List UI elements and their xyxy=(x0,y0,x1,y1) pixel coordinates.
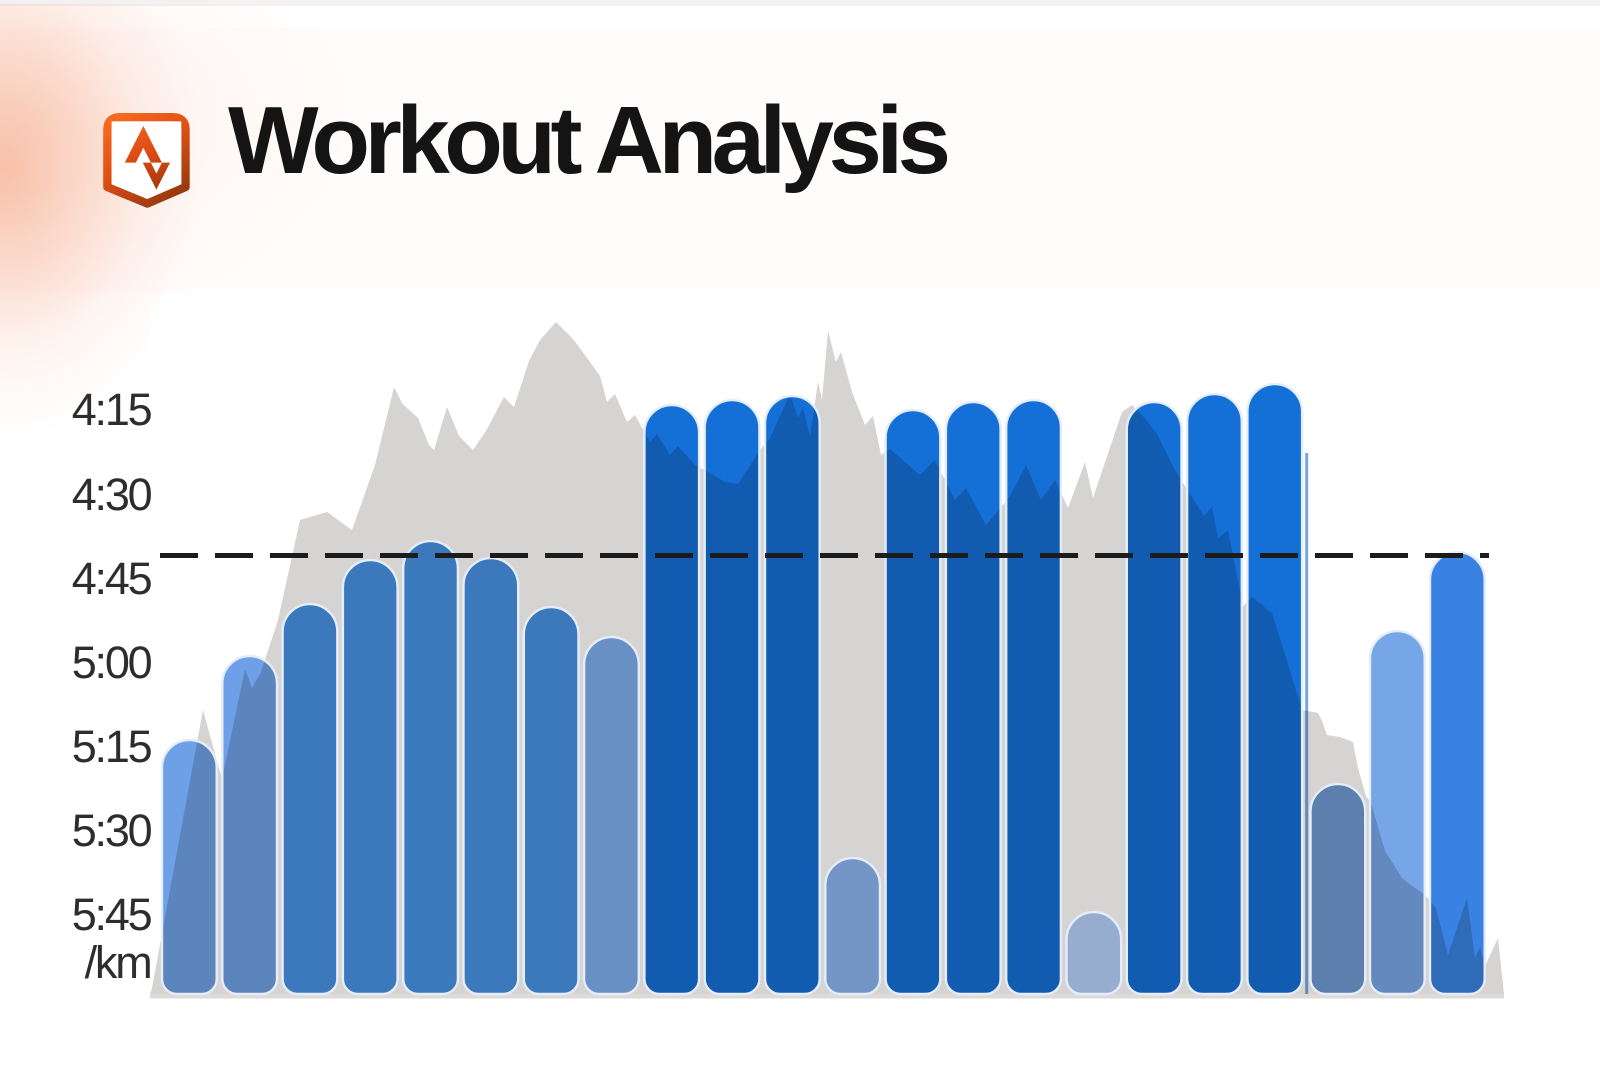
svg-text:5:15: 5:15 xyxy=(72,721,152,772)
svg-text:5:45: 5:45 xyxy=(72,889,152,940)
svg-text:5:00: 5:00 xyxy=(72,637,152,688)
svg-text:/km: /km xyxy=(85,937,151,988)
svg-text:5:30: 5:30 xyxy=(72,805,152,856)
svg-text:4:15: 4:15 xyxy=(72,384,152,435)
svg-text:4:45: 4:45 xyxy=(72,553,152,604)
svg-text:4:30: 4:30 xyxy=(72,469,152,520)
